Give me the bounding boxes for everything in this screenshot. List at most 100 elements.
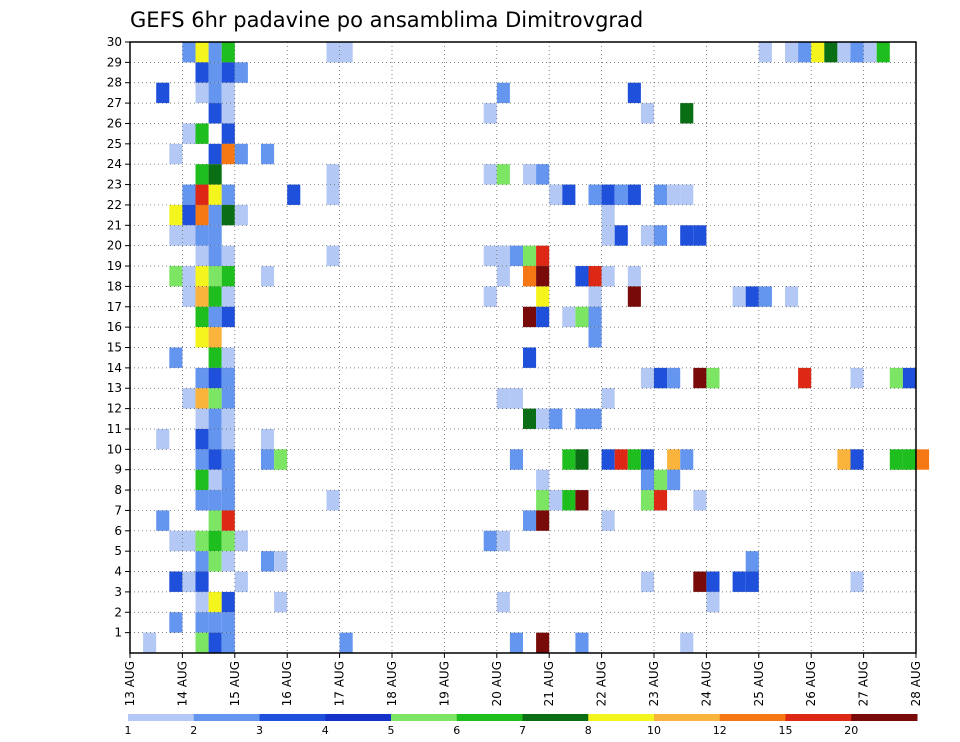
heatmap-cell — [536, 286, 550, 307]
heatmap-cell — [680, 225, 694, 246]
colorbar-swatch — [391, 714, 458, 721]
y-tick-label: 17 — [107, 300, 122, 314]
heatmap-cell — [208, 367, 222, 389]
heatmap-cell — [680, 449, 694, 470]
heatmap-cell — [667, 367, 681, 389]
heatmap-cell — [640, 449, 654, 470]
heatmap-cell — [169, 612, 183, 633]
heatmap-cell — [588, 184, 602, 205]
heatmap-cell — [208, 184, 222, 205]
colorbar-label: 10 — [647, 724, 661, 737]
heatmap-cell — [208, 388, 222, 409]
colorbar-swatch — [588, 714, 655, 721]
y-tick-label: 24 — [107, 157, 122, 171]
heatmap-cell — [221, 347, 235, 368]
heatmap-cell — [208, 143, 222, 165]
y-tick-label: 10 — [107, 442, 122, 456]
heatmap-cell — [261, 266, 275, 287]
heatmap-cell — [523, 347, 537, 368]
heatmap-cell — [195, 490, 209, 511]
heatmap-cell — [195, 551, 209, 572]
heatmap-cell — [850, 571, 864, 592]
heatmap-cell — [221, 388, 235, 409]
heatmap-cell — [195, 428, 209, 450]
heatmap-cell — [287, 184, 301, 205]
heatmap-cell — [523, 245, 537, 267]
heatmap-cell — [876, 42, 890, 63]
colorbar-label: 3 — [256, 724, 263, 737]
heatmap-cell — [693, 225, 707, 246]
x-tick-label: 13 AUG — [123, 661, 137, 706]
heatmap-cell — [195, 42, 209, 63]
heatmap-cell — [221, 103, 235, 124]
heatmap-cell — [889, 449, 903, 470]
y-tick-label: 1 — [114, 626, 122, 640]
heatmap-cell — [261, 449, 275, 470]
heatmap-cell — [640, 103, 654, 124]
heatmap-cell — [182, 530, 196, 552]
heatmap-cell — [496, 164, 510, 185]
heatmap-cell — [627, 184, 641, 205]
y-tick-label: 22 — [107, 198, 122, 212]
heatmap-cell — [536, 164, 550, 185]
heatmap-cell — [208, 266, 222, 287]
colorbar-label: 15 — [779, 724, 793, 737]
heatmap-cell — [706, 571, 720, 592]
heatmap-cell — [523, 164, 537, 185]
heatmap-cell — [208, 428, 222, 450]
heatmap-cell — [339, 632, 353, 653]
heatmap-cell — [654, 469, 668, 491]
y-tick-label: 25 — [107, 137, 122, 151]
x-tick-label: 21 AUG — [542, 661, 556, 706]
colorbar-label: 1 — [125, 724, 132, 737]
heatmap-cell — [208, 347, 222, 368]
heatmap-cell — [234, 530, 248, 552]
heatmap-cell — [326, 245, 340, 267]
heatmap-cell — [234, 62, 248, 83]
heatmap-cell — [523, 408, 537, 429]
heatmap-cell — [274, 449, 288, 470]
x-tick-label: 25 AUG — [752, 661, 766, 706]
heatmap-cell — [536, 510, 550, 531]
heatmap-cell — [221, 408, 235, 429]
heatmap-cell — [195, 469, 209, 491]
heatmap-cell — [640, 469, 654, 491]
colorbar-swatch — [259, 714, 326, 721]
heatmap-cell — [326, 164, 340, 185]
heatmap-cell — [536, 408, 550, 429]
heatmap-cell — [496, 245, 510, 267]
heatmap-cell — [261, 428, 275, 450]
heatmap-cell — [195, 123, 209, 144]
heatmap-cell — [601, 204, 615, 226]
heatmap-cell — [588, 306, 602, 328]
x-tick-label: 19 AUG — [437, 661, 451, 706]
heatmap-cell — [496, 82, 510, 104]
heatmap-cell — [627, 82, 641, 104]
colorbar: 1 2 3 4 5 6 7 8 10 12 15 20 — [125, 714, 918, 737]
heatmap-cell — [588, 327, 602, 348]
heatmap-cell — [785, 286, 799, 307]
heatmap-cell — [640, 225, 654, 246]
heatmap-cell — [208, 42, 222, 63]
heatmap-cell — [182, 388, 196, 409]
heatmap-cell — [902, 367, 916, 389]
colorbar-label: 20 — [844, 724, 858, 737]
heatmap-cell — [601, 449, 615, 470]
heatmap-cell — [680, 632, 694, 653]
heatmap-cell — [339, 42, 353, 63]
x-tick-label: 28 AUG — [909, 661, 923, 706]
heatmap-cell — [824, 42, 838, 63]
x-tick-label: 26 AUG — [804, 661, 818, 706]
heatmap-cell — [627, 449, 641, 470]
heatmap-cell — [627, 286, 641, 307]
heatmap-cell — [208, 530, 222, 552]
heatmap-cell — [509, 245, 523, 267]
heatmap-cell — [654, 367, 668, 389]
y-tick-label: 26 — [107, 116, 122, 130]
heatmap-cell — [208, 204, 222, 226]
heatmap-cell — [745, 286, 759, 307]
heatmap-cell — [208, 632, 222, 653]
heatmap-cell — [274, 551, 288, 572]
heatmap-cell — [562, 306, 576, 328]
